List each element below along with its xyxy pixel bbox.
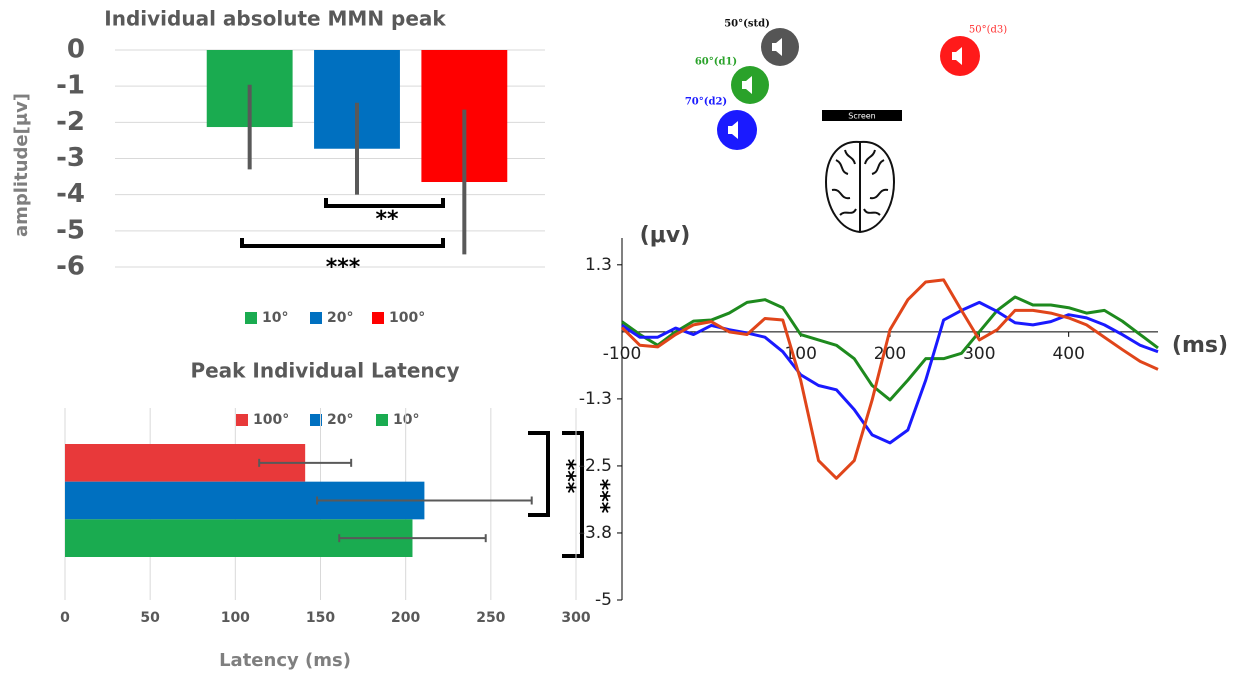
annotation: ** [375,207,399,232]
x-tick-label: 50 [140,610,160,626]
x-tick-label: 300 [963,344,995,364]
brain [824,140,896,234]
y-axis-label: amplitude[μv] [11,93,32,237]
x-axis-label: Latency (ms) [219,650,351,671]
x-tick-label: 200 [874,344,906,364]
screen-label: Screen [848,112,876,121]
legend-swatch [376,414,388,426]
y-tick-label: -3.8 [579,523,612,543]
y-tick-label: -5 [56,215,85,245]
y-tick-label: -1 [56,71,85,101]
y-tick-label: -2 [56,107,85,137]
screen [822,110,902,121]
x-tick-label: 100 [221,610,250,626]
y-tick-label: -4 [56,179,85,209]
y-tick-label: -5 [595,590,612,610]
speaker-label: 50°(d3) [969,25,1007,36]
chart-title: Peak Individual Latency [190,359,459,383]
significance-brackets [240,198,584,558]
speaker-icons [728,38,962,139]
annotation: *** [554,459,579,494]
x-tick-label: 0 [60,610,70,626]
x-tick-label: 250 [476,610,505,626]
legend-label: 10° [262,310,288,326]
legend-label: 100° [389,310,425,326]
legend-label: 10° [393,412,419,428]
y-tick-label: -6 [56,252,85,282]
legend-label: 100° [253,412,289,428]
x-tick-label: -100 [603,344,642,364]
legend-swatch [310,312,322,324]
annotation: *** [326,255,361,280]
y-tick-label: -1.3 [579,389,612,409]
legend-swatch [236,414,248,426]
speaker-label: 70°(d2) [685,97,727,108]
line-series [621,295,1159,402]
y-tick-label: -2.5 [579,456,612,476]
y-tick-label: 1.3 [585,255,612,275]
x-axis-label: (ms) [1172,333,1228,358]
x-tick-label: 150 [306,610,335,626]
line-series [620,278,1159,480]
x-tick-label: 400 [1052,344,1084,364]
line-series [621,300,1159,445]
x-tick-label: 300 [561,610,590,626]
speaker-label: 60°(d1) [695,57,737,68]
chart-title: Individual absolute MMN peak [104,7,446,31]
setup-diagram: 50°(std) 60°(d1) 70°(d2) 50°(d3) Screen [685,19,1007,234]
speaker-label: 50°(std) [724,19,770,30]
legend-label: 20° [327,412,353,428]
y-tick-label: 0 [67,35,85,65]
annotation: *** [588,479,613,514]
legend-swatch [245,312,257,324]
legend-swatch [310,414,322,426]
y-axis-label: (μv) [640,223,691,248]
legend-label: 20° [327,310,353,326]
x-tick-label: 200 [391,610,420,626]
legend-swatch [372,312,384,324]
y-tick-label: -3 [56,143,85,173]
